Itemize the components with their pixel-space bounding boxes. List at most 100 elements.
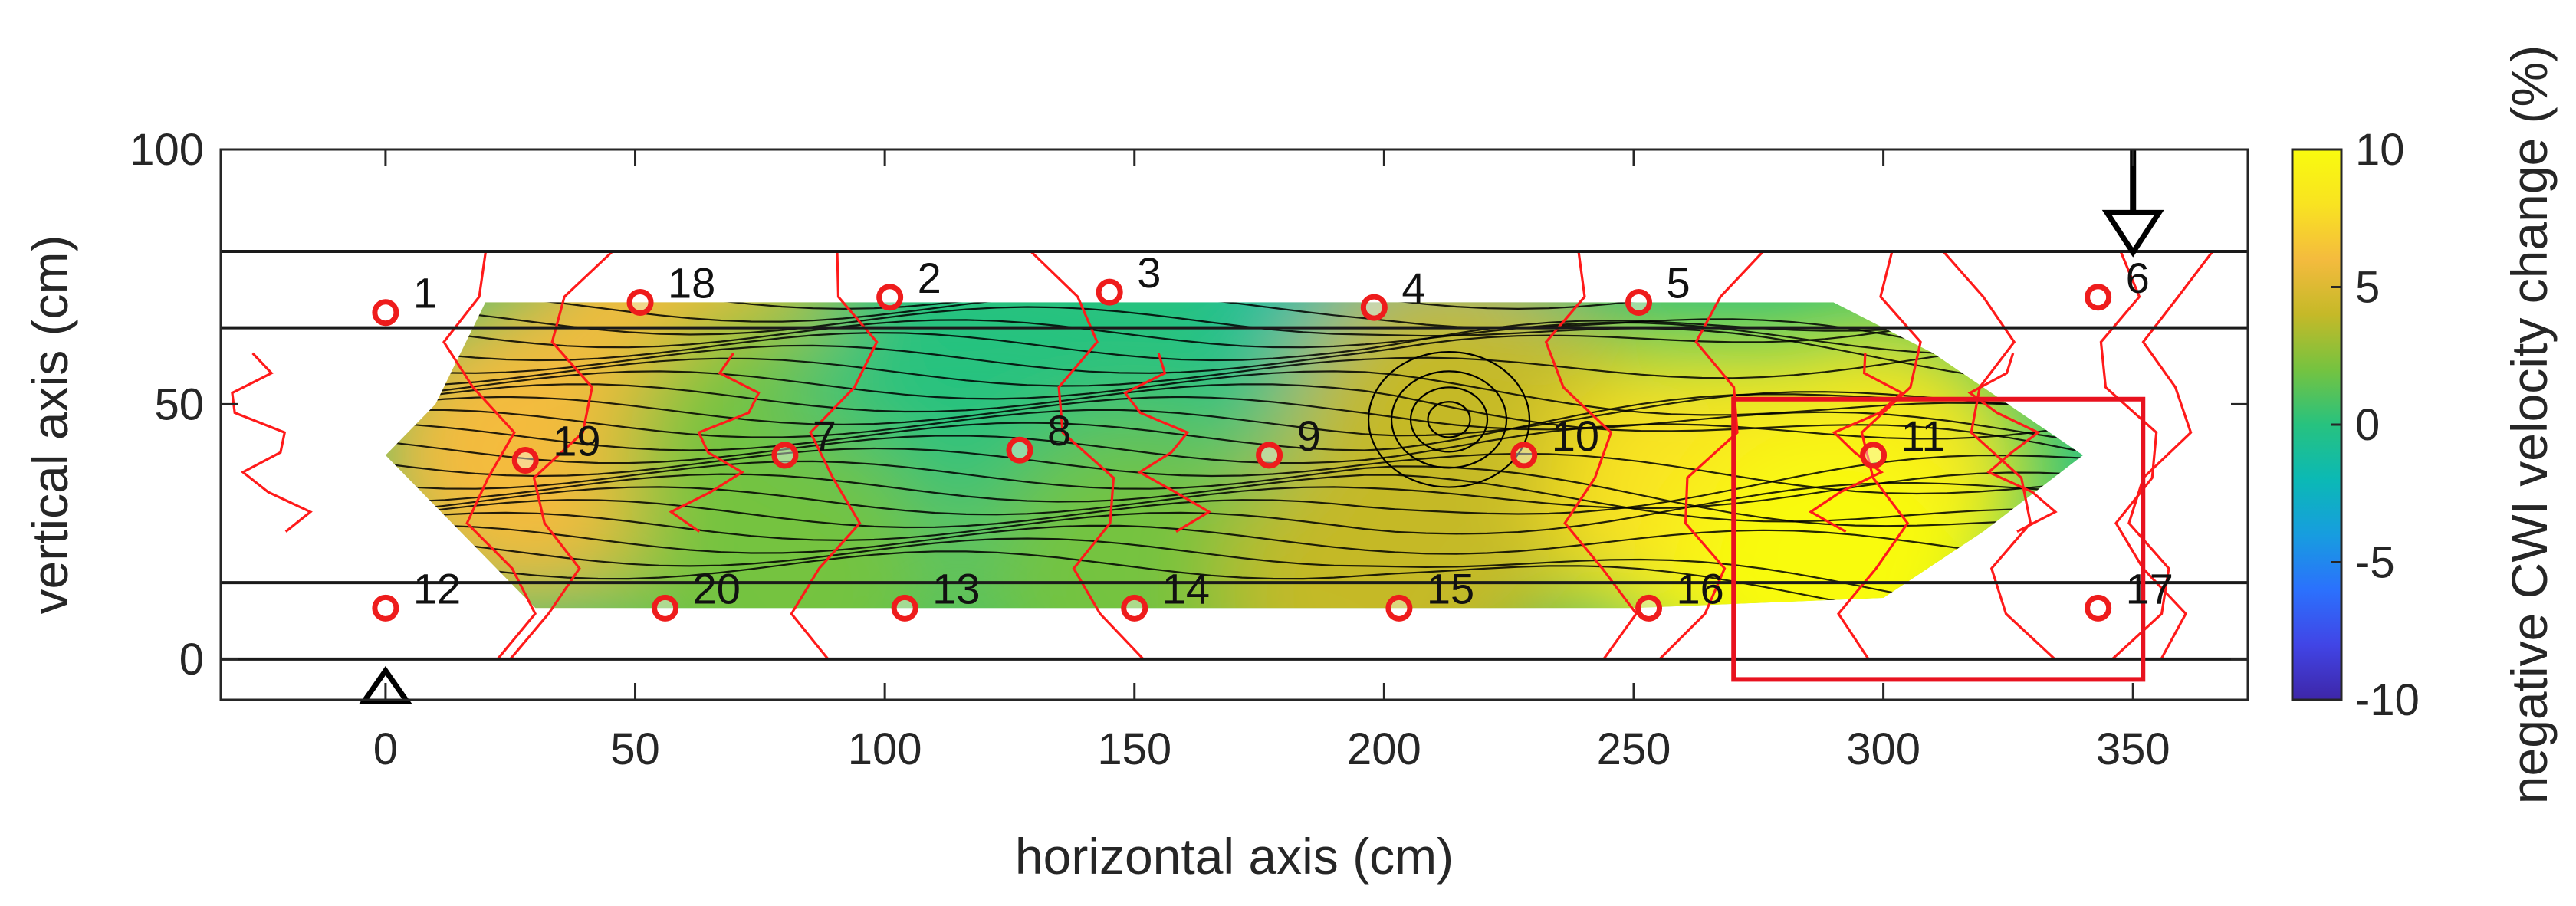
x-tick-label: 250 [1597,724,1671,774]
crack-line [1123,353,1212,533]
sensor-label: 5 [1666,258,1690,307]
colorbar-ticks: 10 5 0 -5 -10 [2331,125,2420,725]
crack-line [1942,250,2056,660]
sensor-label: 12 [413,564,461,612]
sensor-label: 1 [413,269,437,317]
sensor-marker [2085,284,2112,311]
x-tick-label: 300 [1846,724,1921,774]
contour-line [385,396,2084,453]
sensor-label: 20 [693,564,741,612]
colorbar-tick-label: -10 [2355,675,2420,725]
sensor-label: 15 [1427,564,1474,612]
contour-line [385,391,2084,438]
sensor-layer: 1 18 2 3 4 5 6 19 7 8 9 10 11 12 20 13 14 15 16 17 [372,248,2174,622]
crack-line [669,352,761,533]
sensor-marker [2085,594,2112,622]
sensor-label: 4 [1401,264,1425,312]
colorbar-tick-label: 0 [2355,400,2380,450]
crack-line [790,251,879,660]
contour-line [385,402,2084,464]
x-axis: 0 50 100 150 200 250 300 350 [373,149,2170,774]
sensor-label: 17 [2126,564,2174,612]
contour-line [385,447,2084,495]
colorbar-label: negative CWI velocity change (%) [2501,45,2558,804]
crack-line [1808,353,1904,533]
sensor-marker [1860,442,1888,469]
x-tick-label: 100 [848,724,922,774]
x-tick-label: 50 [610,724,660,774]
contour-line [385,471,2084,516]
x-axis-title: horizontal axis (cm) [1015,828,1454,885]
sensor-label: 9 [1297,412,1321,460]
colorbar-tick-label: 10 [2355,125,2405,175]
sensor-label: 8 [1047,406,1071,455]
y-tick-label: 0 [179,635,204,684]
sensor-marker [1510,442,1538,469]
sensor-marker [1635,594,1663,622]
contour-line [385,306,2084,386]
highlight-box [1731,396,2146,682]
contour-line [385,460,2084,532]
sensor-marker [1385,594,1413,622]
sensor-marker [652,594,679,622]
x-tick-label: 350 [2096,724,2170,774]
load-arrow-head [2101,209,2164,258]
crack-line [2111,251,2214,660]
sensor-marker [1625,288,1652,316]
colorbar: 10 5 0 -5 -10 negative CWI velocity change (… [2291,45,2558,804]
contour-line [385,383,2084,478]
crack-line [442,251,537,660]
reference-lines [221,249,2248,661]
sensor-marker [1006,436,1033,464]
y-axis: 0 50 100 [130,125,2248,684]
sensor-label: 10 [1552,412,1599,460]
y-tick-label: 50 [154,379,204,429]
contour-ring [1390,370,1508,469]
contour-line [385,524,2084,563]
sensor-label: 13 [932,564,980,612]
crack-line [509,250,613,660]
x-tick-label: 200 [1347,724,1421,774]
crack-line [231,352,313,533]
sensor-marker [372,594,399,622]
crack-line [1030,250,1145,660]
sensor-marker [891,594,918,622]
contour-line [385,341,2084,387]
crack-line [1544,251,1638,660]
sensor-label: 2 [918,254,941,302]
colorbar-tick-label: -5 [2355,538,2395,588]
sensor-label: 16 [1677,564,1724,612]
contour-line [385,550,2084,609]
crack-line [1967,353,2058,533]
x-tick-label: 0 [373,724,398,774]
sensor-marker [372,299,399,327]
contour-ring [1409,386,1489,453]
plot-frame [219,148,2249,701]
contour-line [385,473,2084,530]
sensor-label: 18 [668,258,715,307]
crack-line [1658,250,1765,660]
sensor-label: 6 [2126,254,2150,302]
colorbar-tick-label: 5 [2355,263,2380,313]
x-tick-label: 150 [1097,724,1171,774]
sensor-marker [1256,442,1283,469]
sensor-marker [511,447,539,474]
sensor-marker [771,442,799,469]
crack-line [1837,251,1922,660]
contour-line [385,481,2084,542]
sensor-label: 14 [1162,564,1210,612]
contour-ring [1427,401,1471,438]
sensor-marker [1096,278,1123,306]
sensor-label: 7 [813,412,836,460]
sensor-marker [876,284,904,311]
contour-line [385,537,2084,609]
contour-line [385,454,2084,529]
contour-line [385,319,2084,356]
y-axis-title: vertical axis (cm) [21,235,78,614]
y-tick-label: 100 [130,125,204,175]
sensor-marker [1121,594,1148,622]
sensor-label: 11 [1901,412,1946,460]
contour-ring [1367,351,1531,488]
sensor-label: 19 [553,417,600,465]
